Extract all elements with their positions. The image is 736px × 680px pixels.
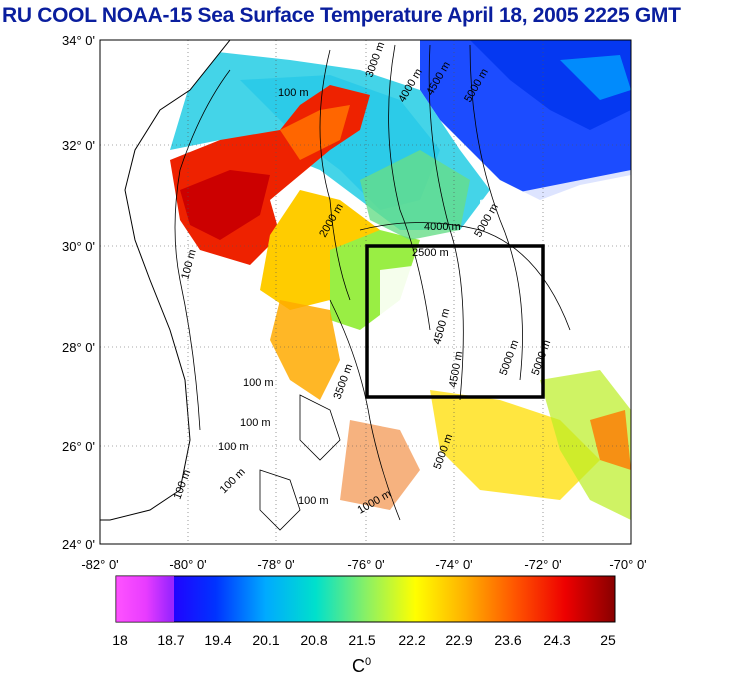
lon-label: -82° 0' bbox=[81, 557, 118, 572]
lat-label: 32° 0' bbox=[62, 138, 95, 153]
colorbar-tick: 20.8 bbox=[300, 632, 328, 648]
florida-coast bbox=[100, 40, 231, 521]
lat-label: 24° 0' bbox=[62, 537, 95, 552]
colorbar-tick: 20.1 bbox=[252, 632, 280, 648]
colorbar-tick: 21.5 bbox=[348, 632, 376, 648]
latitude-labels: 34° 0' 32° 0' 30° 0' 28° 0' 26° 0' 24° 0… bbox=[62, 33, 95, 552]
lat-label: 26° 0' bbox=[62, 439, 95, 454]
lon-label: -70° 0' bbox=[609, 557, 646, 572]
colorbar-tick: 18.7 bbox=[157, 632, 185, 648]
study-area-box bbox=[365, 244, 545, 399]
colorbar bbox=[115, 575, 616, 623]
colorbar-tick: 25 bbox=[600, 632, 616, 648]
colorbar-tick-labels: 18 18.7 19.4 20.1 20.8 21.5 22.2 22.9 23… bbox=[0, 632, 736, 652]
contour-label: 100 m bbox=[298, 495, 329, 507]
unit-label: C bbox=[352, 656, 365, 676]
colorbar-tick: 24.3 bbox=[543, 632, 571, 648]
contour-label: 100 m bbox=[218, 441, 249, 453]
lon-label: -74° 0' bbox=[435, 557, 472, 572]
lat-label: 28° 0' bbox=[62, 340, 95, 355]
contour-label: 100 m bbox=[278, 87, 309, 99]
contour-label: 100 m bbox=[243, 377, 274, 389]
lon-label: -80° 0' bbox=[169, 557, 206, 572]
colorbar-unit: C0 bbox=[352, 656, 371, 677]
contour-label: 2500 m bbox=[412, 247, 449, 259]
colorbar-tick: 22.9 bbox=[445, 632, 473, 648]
unit-superscript: 0 bbox=[365, 656, 372, 668]
lon-label: -72° 0' bbox=[524, 557, 561, 572]
lon-label: -78° 0' bbox=[257, 557, 294, 572]
contour-label: 4000 m bbox=[424, 221, 461, 233]
lat-label: 34° 0' bbox=[62, 33, 95, 48]
colorbar-tick: 19.4 bbox=[204, 632, 232, 648]
colorbar-tick: 18 bbox=[112, 632, 128, 648]
map-frame bbox=[99, 39, 632, 545]
longitude-labels: -82° 0' -80° 0' -78° 0' -76° 0' -74° 0' … bbox=[81, 557, 646, 572]
map-title: RU COOL NOAA-15 Sea Surface Temperature … bbox=[2, 4, 681, 27]
colorbar-tick: 22.2 bbox=[398, 632, 426, 648]
lat-label: 30° 0' bbox=[62, 239, 95, 254]
contour-label: 100 m bbox=[240, 417, 271, 429]
colorbar-tick: 23.6 bbox=[494, 632, 522, 648]
lon-label: -76° 0' bbox=[347, 557, 384, 572]
